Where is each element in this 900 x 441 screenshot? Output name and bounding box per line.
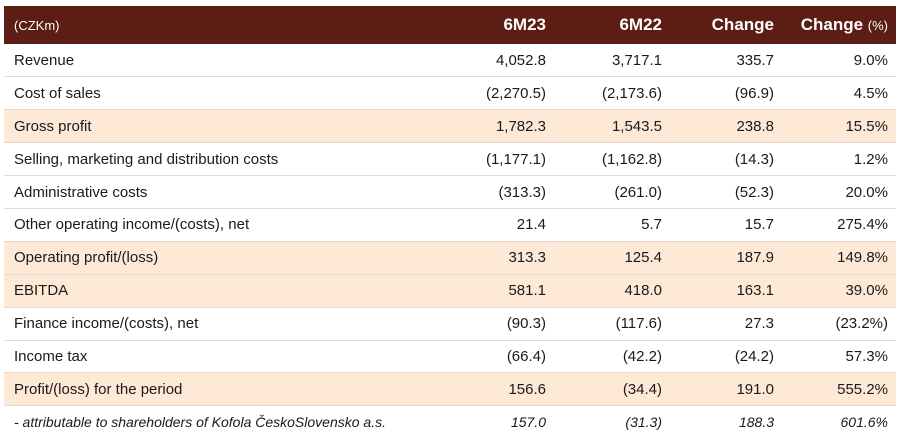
cell-change-pct: 57.3% [845,347,888,365]
cell-change: 187.9 [736,249,774,267]
row-label: - attributable to shareholders of Kofola… [14,414,386,431]
header-6m23: 6M23 [503,15,546,34]
cell-6m23: 156.6 [508,380,546,398]
cell-change-pct: 20.0% [845,183,888,201]
table-row-gross-profit: Gross profit 1,782.3 1,543.5 238.8 15.5% [4,109,896,143]
table-row-other-operating: Other operating income/(costs), net 21.4… [4,208,896,242]
cell-change: 335.7 [736,51,774,69]
cell-change-pct: 39.0% [845,282,888,300]
cell-change: (24.2) [734,347,774,365]
header-row: (CZKm) 6M23 6M22 Change Change (%) [4,6,896,44]
header-unit: (CZKm) [14,17,60,33]
header-6m22: 6M22 [619,15,662,34]
cell-change-pct: 1.2% [853,150,888,168]
cell-change: 15.7 [744,216,774,234]
cell-change-pct: (23.2%) [835,315,888,333]
cell-6m22: 3,717.1 [611,51,662,69]
row-label: Administrative costs [14,183,148,201]
cell-change: (52.3) [734,183,774,201]
header-change-pct-label: Change [800,15,864,34]
header-change-pct: Change (%) [782,6,896,44]
cell-6m23: 581.1 [508,282,546,300]
table-header: (CZKm) 6M23 6M22 Change Change (%) [4,6,896,44]
table-row-cost-of-sales: Cost of sales (2,270.5) (2,173.6) (96.9)… [4,77,896,110]
cell-change-pct: 555.2% [837,380,888,398]
cell-6m23: (2,270.5) [485,84,546,102]
cell-change-pct: 149.8% [837,249,888,267]
table-body: Revenue 4,052.8 3,717.1 335.7 9.0% Cost … [4,44,896,439]
cell-6m23: 157.0 [510,414,546,431]
row-label: Other operating income/(costs), net [14,216,250,234]
row-label: Finance income/(costs), net [14,315,199,333]
cell-6m23: 313.3 [508,249,546,267]
row-label: Income tax [14,347,88,365]
cell-6m23: (1,177.1) [485,150,546,168]
row-label: EBITDA [14,282,69,300]
cell-6m22: 125.4 [624,249,662,267]
cell-6m23: 21.4 [516,216,546,234]
cell-6m22: 5.7 [641,216,662,234]
cell-change-pct: 9.0% [853,51,888,69]
row-label: Cost of sales [14,84,101,102]
cell-6m22: 418.0 [624,282,662,300]
cell-6m22: (1,162.8) [601,150,662,168]
cell-change: 163.1 [736,282,774,300]
cell-6m22: (117.6) [615,315,662,333]
cell-6m22: (2,173.6) [601,84,662,102]
table-row-ebitda: EBITDA 581.1 418.0 163.1 39.0% [4,274,896,308]
cell-6m23: (313.3) [498,183,546,201]
cell-change-pct: 4.5% [853,84,888,102]
row-label: Gross profit [14,117,92,135]
header-change-pct-suffix: (%) [867,18,888,33]
cell-change: 191.0 [736,380,774,398]
table-row-finance-income: Finance income/(costs), net (90.3) (117.… [4,307,896,341]
row-label: Profit/(loss) for the period [14,380,183,398]
financial-results-table: (CZKm) 6M23 6M22 Change Change (%) Reven… [4,6,896,439]
table-row-operating-profit: Operating profit/(loss) 313.3 125.4 187.… [4,241,896,275]
cell-6m22: (31.3) [625,414,662,431]
cell-change: (96.9) [734,84,774,102]
cell-change: (14.3) [734,150,774,168]
cell-6m22: (34.4) [622,380,662,398]
row-label: Revenue [14,51,75,69]
table-row-administrative-costs: Administrative costs (313.3) (261.0) (52… [4,176,896,209]
header-change: Change [711,15,774,34]
cell-6m23: 1,782.3 [495,117,546,135]
cell-6m22: 1,543.5 [611,117,662,135]
table-row-revenue: Revenue 4,052.8 3,717.1 335.7 9.0% [4,44,896,77]
cell-6m23: (66.4) [506,347,546,365]
cell-change: 27.3 [744,315,774,333]
cell-change: 188.3 [738,414,774,431]
cell-change-pct: 601.6% [840,414,888,431]
cell-6m23: 4,052.8 [495,51,546,69]
cell-change: 238.8 [736,117,774,135]
row-label: Selling, marketing and distribution cost… [14,150,279,168]
table-row-income-tax: Income tax (66.4) (42.2) (24.2) 57.3% [4,340,896,373]
cell-6m23: (90.3) [506,315,546,333]
cell-6m22: (42.2) [622,347,662,365]
cell-change-pct: 15.5% [845,117,888,135]
cell-6m22: (261.0) [614,183,662,201]
table-row-profit-for-period: Profit/(loss) for the period 156.6 (34.4… [4,372,896,406]
row-label: Operating profit/(loss) [14,249,159,267]
cell-change-pct: 275.4% [837,216,888,234]
table-row-selling-costs: Selling, marketing and distribution cost… [4,143,896,176]
table-row-attributable-shareholders: - attributable to shareholders of Kofola… [4,406,896,439]
